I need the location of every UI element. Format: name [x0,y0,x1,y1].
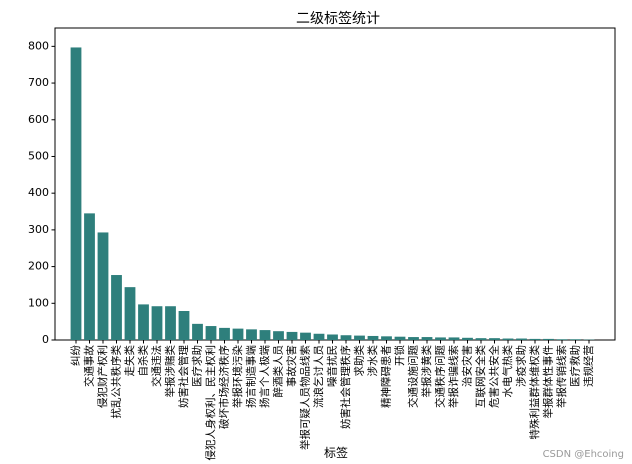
bar [192,323,203,340]
bar [165,306,176,340]
bar [124,287,136,340]
plot-area: 0 100 200 300 400 500 600 700 800 纠纷 交通事故 侵犯财产权利 扰乱… [28,27,616,461]
bar [516,338,527,340]
bar [448,337,460,340]
chart-title: 二级标签统计 [296,10,380,27]
bar [556,339,568,340]
axes-frame [54,27,616,341]
x-tick-label: 纠纷 [69,345,82,366]
x-tick-label: 举报可疑人员物品线索 [299,345,312,450]
x-tick-label: 扬言制造事端 [245,345,258,408]
x-tick-label: 涉水类 [366,345,379,377]
x-tick-label: 流浪乞讨人员 [312,345,325,408]
bar [462,337,473,340]
y-tick-label: 700 [28,76,49,89]
x-tick-label: 交通事故 [83,345,96,387]
x-tick-label: 精神障碍患者 [380,345,393,408]
x-tick-label: 扬言个人极端 [258,345,271,408]
x-tick-label: 自杀类 [137,345,150,377]
bar [259,330,271,340]
x-tick-label: 医疗救助 [569,345,582,387]
x-tick-label: 互联网安全类 [474,345,487,408]
x-tick-label: 交通设施问题 [407,345,420,408]
x-tick-label: 涉疫求助 [515,345,528,387]
bar [111,275,122,340]
x-tick-label: 事故灾害 [285,345,298,387]
x-tick-label: 噪音扰民 [326,345,339,387]
y-tick-label: 800 [28,39,49,52]
x-tick-label: 交通秩序问题 [434,345,447,408]
bar [529,338,541,340]
x-tick-label: 特殊利益群体维权类 [528,345,541,440]
x-axis: 纠纷 交通事故 侵犯财产权利 扰乱公共秩序类 走失类 自杀类 交通违法 举报涉赌类 妨害社会管理… [69,340,595,461]
bar [219,327,230,340]
x-tick-label: 举报涉黄类 [420,345,433,398]
x-tick-label: 举报环境污染 [231,345,244,408]
bar [97,232,109,340]
x-tick-label: 妨害社会管理 [177,345,190,408]
bar [273,331,284,340]
bar [475,338,487,340]
x-tick-label: 违规经营 [582,345,595,387]
bar [435,337,446,340]
x-tick-label: 举报群体性事件 [542,345,555,419]
bar [300,332,311,340]
bar [84,213,95,340]
x-tick-label: 醉酒类人员 [272,345,285,398]
bar [570,339,581,340]
x-tick-label: 举报传销线索 [555,345,568,408]
x-tick-label: 侵犯人身权利、民主权利 [204,345,217,461]
bar [502,338,514,340]
bar [70,47,82,341]
x-axis-label: 标签 [324,445,348,460]
bar-series [70,47,595,341]
x-tick-label: 求助类 [353,345,366,377]
y-tick-label: 400 [28,186,49,199]
bar [408,337,419,340]
bar [543,338,554,340]
x-tick-label: 开锁 [393,345,406,366]
bar [421,337,433,340]
watermark: CSDN @Ehcoing [543,449,624,460]
bar [313,333,325,340]
bar [178,311,190,340]
bar [232,328,244,340]
bar [367,335,379,340]
x-tick-label: 侵犯财产权利 [96,345,109,408]
x-tick-label: 治安灾害 [461,345,474,387]
y-tick-label: 300 [28,223,49,236]
y-tick-label: 0 [42,333,49,346]
bar [340,335,352,340]
bar [354,335,365,340]
x-tick-label: 妨害社会管理秩序 [339,345,352,429]
y-axis: 0 100 200 300 400 500 600 700 800 [28,39,55,346]
x-tick-label: 扰乱公共秩序类 [110,345,123,419]
x-tick-label: 举报诈骗线索 [447,345,460,408]
y-tick-label: 200 [28,260,49,273]
y-tick-label: 100 [28,296,49,309]
bar [151,306,163,340]
x-tick-label: 举报涉赌类 [164,345,177,398]
bar [205,326,217,340]
y-tick-label: 500 [28,149,49,162]
x-tick-label: 水电气热类 [501,345,514,398]
bar [327,334,338,340]
bar [286,331,298,340]
bar [381,336,392,340]
bar [138,304,149,340]
bar [489,338,500,340]
x-tick-label: 破坏市场经济秩序 [218,345,231,429]
x-tick-label: 医疗求助 [191,345,204,387]
x-tick-label: 交通违法 [150,345,163,387]
bar [394,336,406,340]
x-tick-label: 走失类 [123,345,136,377]
x-tick-label: 危害公共安全 [488,345,501,408]
bar [246,329,257,340]
y-tick-label: 600 [28,113,49,126]
